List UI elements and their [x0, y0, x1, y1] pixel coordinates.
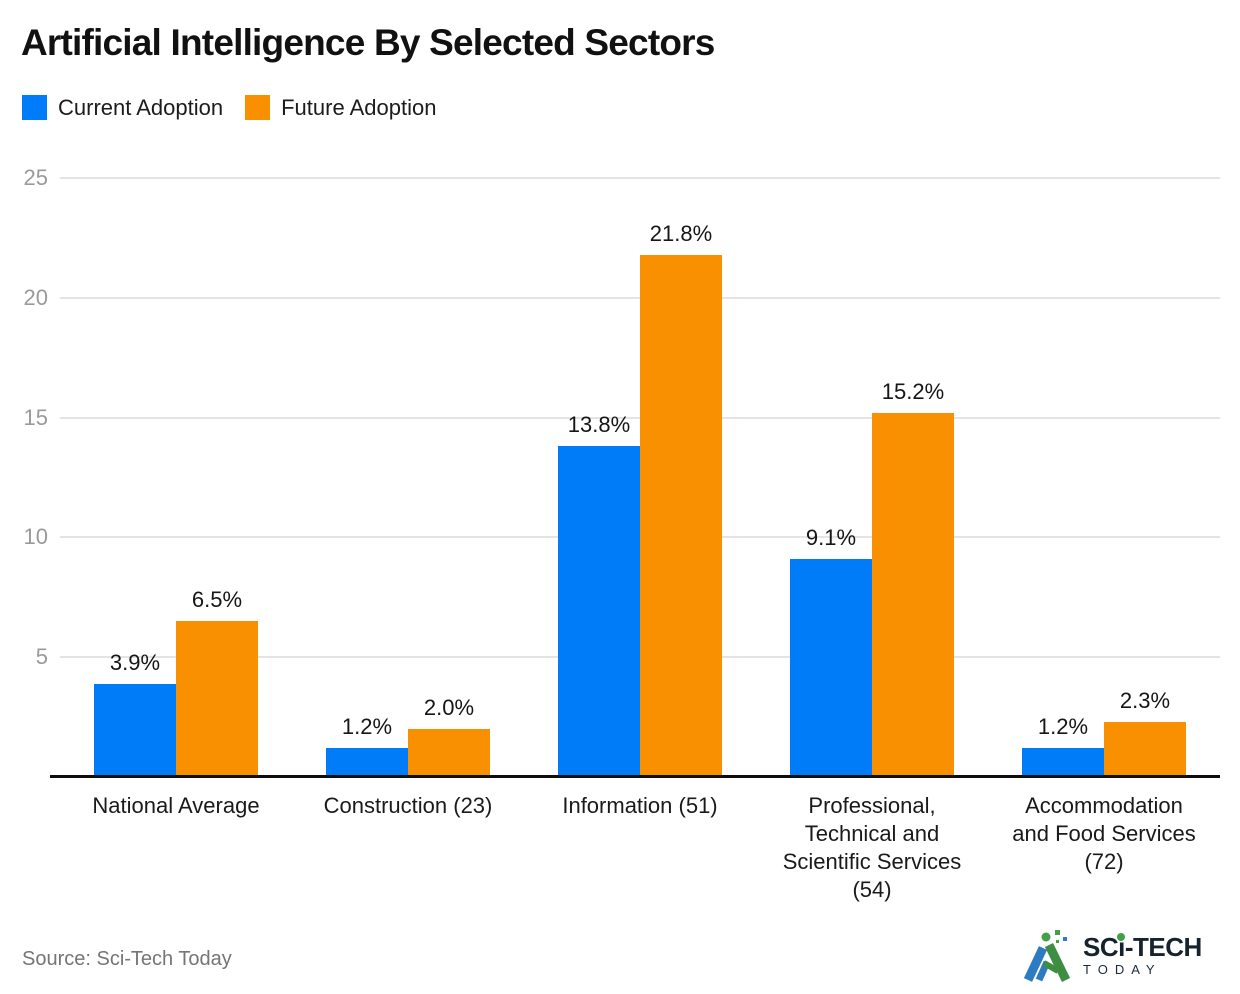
value-label: 3.9%: [109, 650, 161, 675]
y-axis-tick-label: 10: [23, 524, 48, 549]
y-axis-tick-label: 15: [23, 405, 48, 430]
bar-future-adoption: [176, 621, 258, 777]
legend-label-future: Future Adoption: [281, 95, 437, 120]
bar-current-adoption: [94, 684, 176, 777]
value-label: 6.5%: [191, 587, 243, 612]
value-label: 15.2%: [881, 379, 945, 404]
legend-label-current: Current Adoption: [58, 95, 224, 120]
y-axis-tick-label: 25: [23, 165, 48, 190]
scitech-logo-text: SCi-TECH TODAY: [1083, 934, 1202, 978]
scitech-logo-icon: [1024, 930, 1071, 982]
logo-today-text: TODAY: [1083, 962, 1162, 977]
y-axis-tick-label: 20: [23, 285, 48, 310]
source-text: Source: Sci-Tech Today: [22, 948, 232, 970]
current-adoption-swatch-icon: [22, 95, 47, 120]
logo-wordmark: SCi-TECH: [1083, 932, 1202, 962]
bar-current-adoption: [558, 446, 640, 777]
category-label: Construction (23): [323, 793, 493, 818]
value-label: 1.2%: [1037, 714, 1089, 739]
category-label: Professional, Technical and Scientific S…: [782, 793, 962, 902]
category-label: Accommodation and Food Services (72): [1012, 793, 1196, 874]
value-label: 21.8%: [649, 221, 713, 246]
value-label: 13.8%: [567, 412, 631, 437]
legend-item-current: Current Adoption: [22, 95, 223, 120]
value-label: 9.1%: [805, 525, 857, 550]
chart-title: Artificial Intelligence By Selected Sect…: [21, 22, 715, 63]
chart-legend: Current Adoption Future Adoption: [22, 95, 436, 120]
bar-current-adoption: [1022, 748, 1104, 777]
value-label: 2.3%: [1119, 688, 1171, 713]
bar-future-adoption: [872, 413, 954, 777]
value-label: 1.2%: [341, 714, 393, 739]
bar-future-adoption: [408, 729, 490, 777]
value-label: 2.0%: [423, 695, 475, 720]
future-adoption-swatch-icon: [245, 95, 271, 120]
bar-current-adoption: [326, 748, 408, 777]
bar-future-adoption: [1104, 722, 1186, 777]
bar-future-adoption: [640, 255, 722, 777]
y-axis-tick-label: 5: [35, 644, 48, 669]
legend-item-future: Future Adoption: [245, 95, 436, 120]
gridline: [60, 177, 1220, 179]
bar-current-adoption: [790, 559, 872, 777]
category-label: Information (51): [562, 793, 718, 818]
category-label: National Average: [92, 793, 260, 818]
scitech-logo: SCi-TECH TODAY: [1024, 925, 1202, 987]
x-axis-line: [50, 775, 1220, 778]
